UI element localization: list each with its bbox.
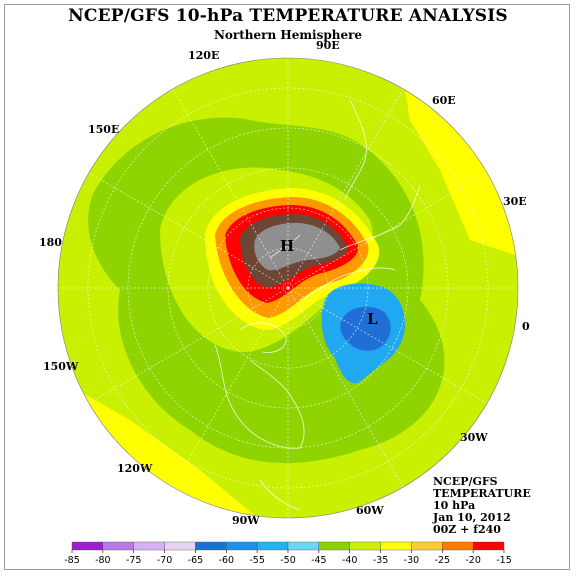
colorbar-tick-label: -70 bbox=[157, 555, 173, 566]
colorbar-tick-label: -15 bbox=[496, 555, 512, 566]
colorbar-tick-label: -75 bbox=[126, 555, 142, 566]
colorbar-tick-label: -25 bbox=[435, 555, 451, 566]
lon-label-0: 0 bbox=[522, 320, 530, 333]
colorbar-swatch bbox=[287, 541, 320, 551]
info-line-date: Jan 10, 2012 bbox=[433, 511, 511, 524]
lon-label-60w: 60W bbox=[356, 504, 384, 517]
colorbar-tick-label: -65 bbox=[188, 555, 204, 566]
colorbar: -85 -80 -75 -70 -65 -60 -55 -50 -45 -40 -35 -30 -25 -… bbox=[64, 541, 512, 566]
lon-label-90e: 90E bbox=[316, 39, 340, 52]
info-line-field: TEMPERATURE bbox=[433, 487, 531, 500]
colorbar-swatch bbox=[411, 541, 443, 551]
lon-label-150w: 150W bbox=[43, 360, 79, 373]
colorbar-swatch bbox=[256, 541, 289, 551]
lon-label-60e: 60E bbox=[432, 94, 456, 107]
map-title: NCEP/GFS 10-hPa TEMPERATURE ANALYSIS bbox=[68, 6, 508, 26]
colorbar-tick-label: -20 bbox=[465, 555, 481, 566]
colorbar-tick-label: -35 bbox=[373, 555, 389, 566]
colorbar-tick-label: -45 bbox=[311, 555, 327, 566]
lon-label-120e: 120E bbox=[188, 49, 219, 62]
colorbar-swatch bbox=[102, 541, 134, 551]
colorbar-swatch bbox=[472, 541, 505, 551]
colorbar-tick-label: -50 bbox=[280, 555, 296, 566]
colorbar-tick-label: -80 bbox=[95, 555, 111, 566]
lon-label-120w: 120W bbox=[117, 462, 153, 475]
info-line-level: 10 hPa bbox=[433, 499, 476, 512]
colorbar-swatch bbox=[226, 541, 258, 551]
colorbar-swatch bbox=[164, 541, 196, 551]
high-pressure-label: H bbox=[280, 237, 294, 255]
low-pressure-label: L bbox=[367, 310, 378, 328]
colorbar-swatch bbox=[442, 541, 474, 551]
colorbar-tick-label: -85 bbox=[64, 555, 80, 566]
coastlines bbox=[214, 99, 421, 511]
colorbar-tick-label: -55 bbox=[249, 555, 265, 566]
temperature-field bbox=[58, 58, 518, 518]
map-subtitle: Northern Hemisphere bbox=[213, 28, 363, 42]
graticule bbox=[58, 58, 518, 518]
lon-label-180: 180 bbox=[39, 236, 62, 249]
colorbar-swatch bbox=[195, 541, 227, 551]
colorbar-tick-label: -30 bbox=[404, 555, 420, 566]
colorbar-swatch bbox=[71, 541, 104, 551]
colorbar-swatch bbox=[380, 541, 412, 551]
colorbar-tick-label: -40 bbox=[342, 555, 358, 566]
info-line-forecast: 00Z + f240 bbox=[433, 523, 501, 536]
colorbar-swatch bbox=[318, 541, 350, 551]
map-border bbox=[57, 57, 519, 519]
colorbar-tick-label: -60 bbox=[219, 555, 235, 566]
info-block: NCEP/GFS TEMPERATURE 10 hPa Jan 10, 2012… bbox=[433, 476, 531, 536]
colorbar-swatch bbox=[133, 541, 165, 551]
plot-frame bbox=[4, 4, 570, 570]
field-dark-blue bbox=[340, 306, 391, 351]
info-line-model: NCEP/GFS bbox=[433, 475, 498, 488]
lon-label-30w: 30W bbox=[460, 431, 488, 444]
lon-label-150e: 150E bbox=[88, 123, 119, 136]
colorbar-swatch bbox=[349, 541, 381, 551]
lon-label-30e: 30E bbox=[503, 195, 527, 208]
lon-label-90w: 90W bbox=[232, 514, 260, 527]
